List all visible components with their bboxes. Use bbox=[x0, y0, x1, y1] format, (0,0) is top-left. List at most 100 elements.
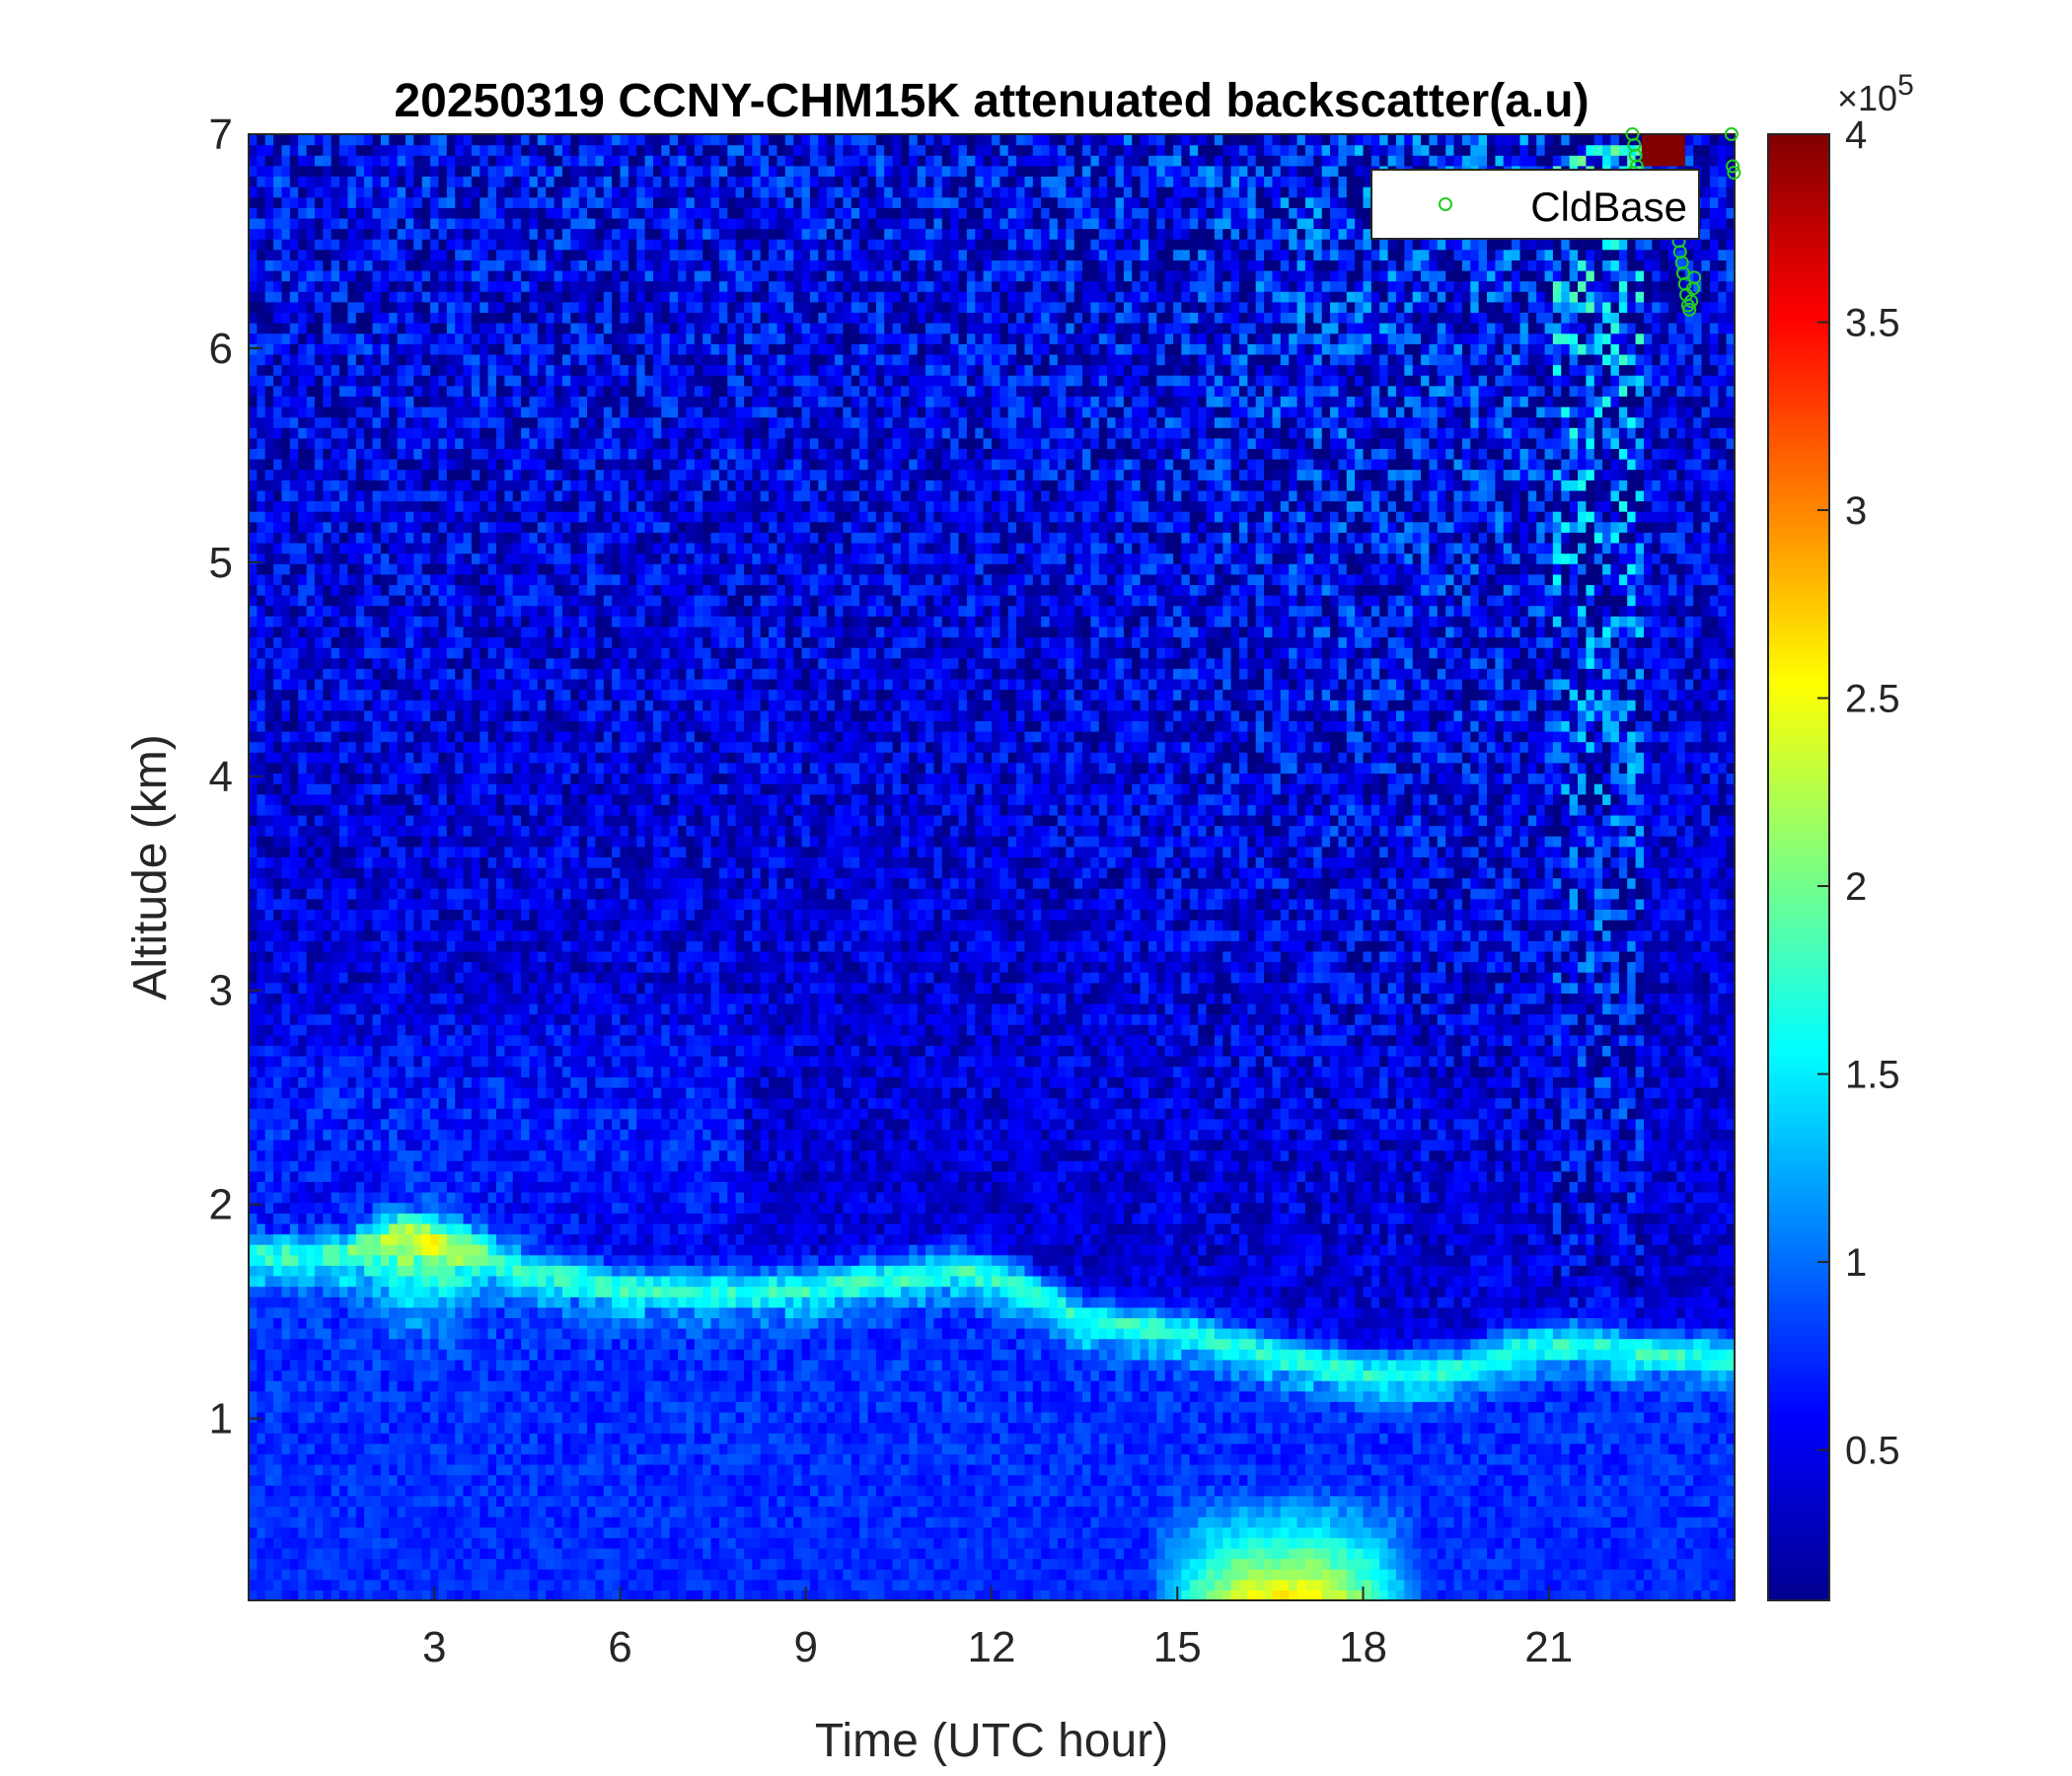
heatmap-cell bbox=[447, 459, 456, 470]
heatmap-cell bbox=[265, 804, 274, 815]
heatmap-cell bbox=[273, 281, 282, 292]
heatmap-cell bbox=[513, 720, 522, 731]
heatmap-cell bbox=[249, 490, 258, 501]
heatmap-cell bbox=[472, 177, 481, 187]
heatmap-cell bbox=[339, 847, 348, 857]
heatmap-cell bbox=[273, 804, 282, 815]
heatmap-cell bbox=[413, 323, 422, 333]
heatmap-cell bbox=[273, 1087, 282, 1098]
heatmap-cell bbox=[381, 459, 390, 470]
heatmap-cell bbox=[249, 1569, 258, 1580]
heatmap-cell bbox=[455, 752, 464, 763]
heatmap-cell bbox=[364, 375, 373, 386]
heatmap-cell bbox=[381, 543, 390, 554]
heatmap-cell bbox=[496, 563, 505, 574]
heatmap-cell bbox=[488, 281, 497, 292]
heatmap-cell bbox=[273, 878, 282, 889]
heatmap-cell bbox=[488, 270, 497, 281]
heatmap-cell bbox=[332, 1203, 340, 1214]
heatmap-cell bbox=[257, 783, 265, 794]
heatmap-cell bbox=[381, 1234, 390, 1245]
heatmap-cell bbox=[356, 658, 365, 669]
heatmap-cell bbox=[307, 1171, 316, 1182]
heatmap-cell bbox=[530, 1296, 539, 1307]
heatmap-cell bbox=[480, 427, 488, 438]
heatmap-cell bbox=[249, 1087, 258, 1098]
heatmap-cell bbox=[323, 742, 332, 753]
heatmap-cell bbox=[323, 1559, 332, 1570]
heatmap-cell bbox=[381, 1276, 390, 1287]
heatmap-cell bbox=[406, 627, 414, 637]
heatmap-cell bbox=[504, 637, 513, 648]
heatmap-cell bbox=[315, 1014, 324, 1025]
heatmap-cell bbox=[332, 302, 340, 313]
heatmap-cell bbox=[480, 627, 488, 637]
heatmap-cell bbox=[339, 417, 348, 428]
heatmap-cell bbox=[430, 354, 439, 365]
heatmap-cell bbox=[339, 197, 348, 208]
heatmap-cell bbox=[282, 1517, 291, 1527]
heatmap-cell bbox=[257, 668, 265, 679]
heatmap-cell bbox=[290, 804, 299, 815]
heatmap-cell bbox=[307, 783, 316, 794]
heatmap-cell bbox=[290, 616, 299, 627]
heatmap-cell bbox=[513, 281, 522, 292]
heatmap-cell bbox=[488, 627, 497, 637]
heatmap-cell bbox=[530, 1056, 539, 1067]
heatmap-cell bbox=[521, 1140, 530, 1150]
heatmap-cell bbox=[290, 690, 299, 701]
heatmap-cell bbox=[455, 1453, 464, 1464]
heatmap-cell bbox=[307, 679, 316, 690]
heatmap-cell bbox=[315, 1307, 324, 1318]
heatmap-cell bbox=[430, 1129, 439, 1140]
heatmap-cell bbox=[257, 375, 265, 386]
heatmap-cell bbox=[339, 888, 348, 899]
heatmap-cell bbox=[332, 1580, 340, 1591]
heatmap-cell bbox=[298, 543, 307, 554]
heatmap-cell bbox=[257, 490, 265, 501]
heatmap-cell bbox=[496, 1537, 505, 1548]
heatmap-cell bbox=[447, 291, 456, 302]
heatmap-cell bbox=[422, 826, 431, 837]
heatmap-cell bbox=[472, 804, 481, 815]
heatmap-cell bbox=[488, 511, 497, 522]
heatmap-cell bbox=[521, 207, 530, 218]
heatmap-cell bbox=[455, 480, 464, 490]
heatmap-cell bbox=[323, 1181, 332, 1192]
heatmap-cell bbox=[504, 1517, 513, 1527]
heatmap-cell bbox=[430, 281, 439, 292]
heatmap-cell bbox=[464, 983, 473, 994]
heatmap-cell bbox=[422, 501, 431, 512]
heatmap-cell bbox=[398, 281, 407, 292]
heatmap-cell bbox=[447, 218, 456, 229]
heatmap-cell bbox=[347, 239, 356, 250]
heatmap-cell bbox=[422, 763, 431, 774]
heatmap-cell bbox=[447, 920, 456, 930]
heatmap-cell bbox=[438, 1108, 447, 1119]
heatmap-cell bbox=[496, 522, 505, 533]
heatmap-cell bbox=[422, 323, 431, 333]
heatmap-cell bbox=[464, 1590, 473, 1600]
heatmap-cell bbox=[315, 1401, 324, 1412]
heatmap-cell bbox=[282, 1307, 291, 1318]
heatmap-cell bbox=[447, 302, 456, 313]
heatmap-cell bbox=[521, 459, 530, 470]
heatmap-cell bbox=[521, 323, 530, 333]
heatmap-cell bbox=[496, 1098, 505, 1109]
heatmap-cell bbox=[430, 1287, 439, 1297]
heatmap-cell bbox=[249, 1548, 258, 1559]
heatmap-cell bbox=[298, 259, 307, 270]
heatmap-cell bbox=[282, 375, 291, 386]
heatmap-cell bbox=[389, 584, 398, 595]
heatmap-cell bbox=[323, 1507, 332, 1517]
heatmap-cell bbox=[282, 1349, 291, 1360]
heatmap-cell bbox=[513, 1003, 522, 1014]
heatmap-cell bbox=[398, 1276, 407, 1287]
heatmap-cell bbox=[373, 1255, 382, 1266]
heatmap-cell bbox=[398, 856, 407, 867]
heatmap-cell bbox=[323, 1150, 332, 1161]
heatmap-cell bbox=[422, 1517, 431, 1527]
heatmap-cell bbox=[496, 511, 505, 522]
heatmap-cell bbox=[347, 1475, 356, 1486]
heatmap-cell bbox=[447, 417, 456, 428]
